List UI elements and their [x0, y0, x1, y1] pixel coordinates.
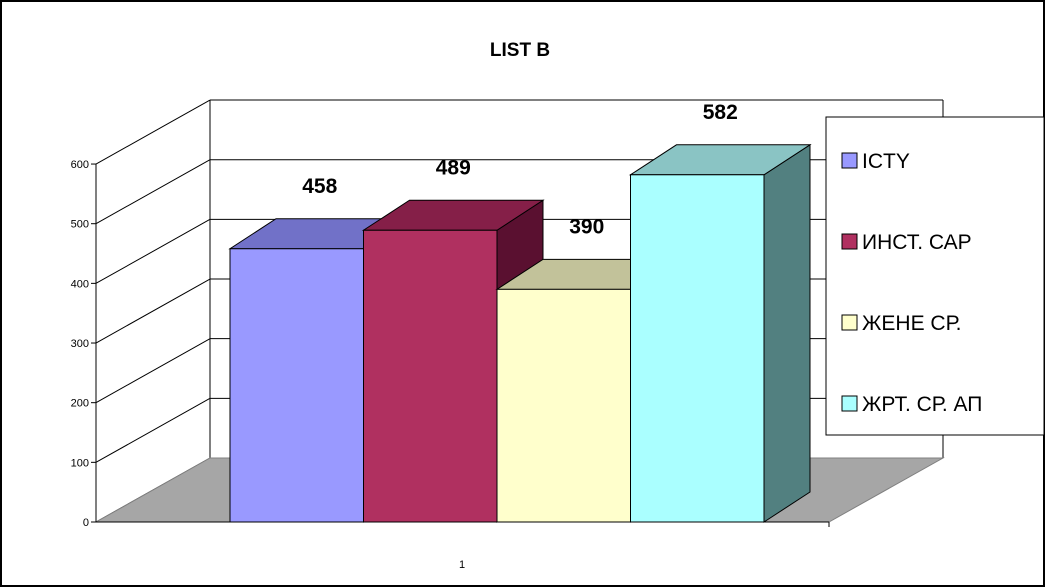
data-label-3: 390 — [569, 215, 604, 238]
side-gridline — [95, 397, 211, 463]
bar-front-face — [496, 288, 631, 523]
data-labels: 458 489 390 582 — [302, 101, 738, 239]
legend-label-2: ИНСТ. САР — [862, 231, 972, 254]
bar-front-face — [363, 229, 498, 523]
y-tick-label: 200 — [71, 398, 89, 410]
y-tick-label: 600 — [71, 159, 89, 171]
legend-box — [825, 116, 1045, 436]
legend-label-3: ЖЕНЕ СР. — [862, 312, 961, 335]
bar-front-face — [630, 174, 765, 523]
data-label-4: 582 — [703, 101, 738, 124]
y-tick-label: 100 — [71, 457, 89, 469]
y-tick-label: 0 — [83, 517, 89, 529]
y-tick-labels: 0 100 200 300 400 500 600 1 — [71, 159, 465, 571]
side-gridline — [95, 338, 211, 404]
legend-swatch-3 — [841, 314, 858, 331]
bars — [228, 143, 812, 523]
side-gridline — [95, 99, 211, 165]
y-tick-label: 400 — [71, 278, 89, 290]
x-category-label: 1 — [459, 559, 465, 571]
side-gridline — [95, 218, 211, 284]
chart-title: LIST B — [490, 40, 550, 61]
legend-swatch-1 — [841, 152, 858, 169]
side-gridline — [95, 159, 211, 225]
legend-swatch-4 — [841, 395, 858, 412]
data-label-1: 458 — [302, 175, 337, 198]
legend: ICTY ИНСТ. САР ЖЕНЕ СР. ЖРТ. СР. АП — [825, 116, 1045, 436]
bar-side-face — [763, 143, 811, 523]
side-gridline — [95, 278, 211, 344]
legend-swatch-2 — [841, 233, 858, 250]
legend-label-4: ЖРТ. СР. АП — [862, 393, 982, 416]
data-label-2: 489 — [436, 156, 471, 179]
legend-label-1: ICTY — [862, 150, 910, 173]
y-tick-label: 300 — [71, 338, 89, 350]
y-tick-label: 500 — [71, 219, 89, 231]
legend-items: ICTY ИНСТ. САР ЖЕНЕ СР. ЖРТ. СР. АП — [841, 150, 982, 416]
bar-front-face — [229, 248, 364, 523]
bar-4 — [628, 143, 812, 523]
